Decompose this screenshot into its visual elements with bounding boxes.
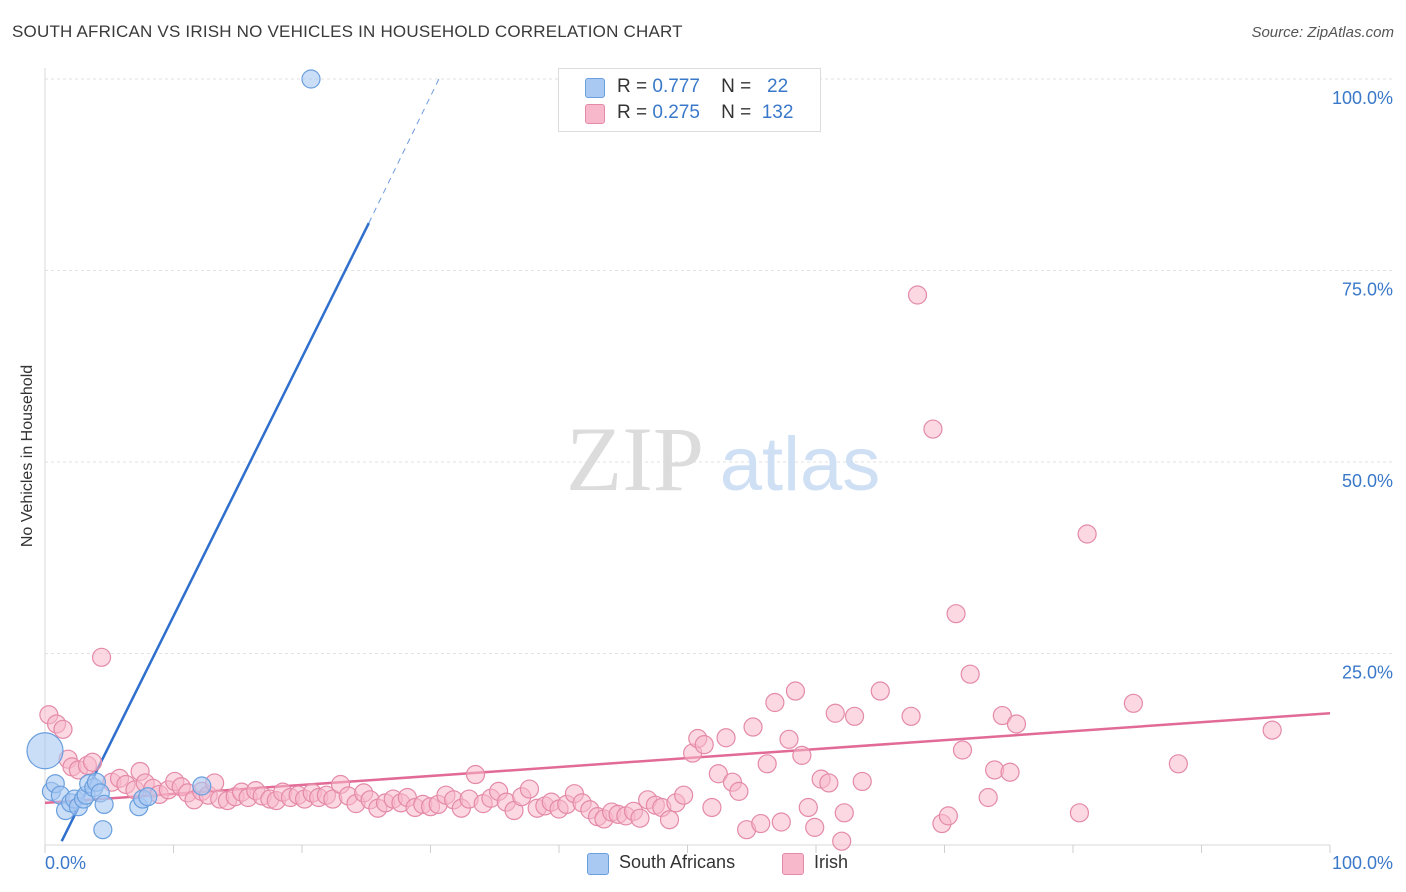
irish-point [630,808,650,828]
irish-point [901,706,921,726]
irish-point [825,703,845,723]
irish-point [852,771,872,792]
irish-point [519,779,540,799]
legend-swatch-irish [585,104,605,124]
correlation-legend: R = 0.777 N = 22 R = 0.275 N = 132 [558,68,821,132]
legend-swatch-south-africans [585,78,605,98]
bottom-legend-swatch-irish [782,853,804,875]
south-african-point [93,820,113,840]
y-tick-label: 25.0% [1342,663,1393,683]
irish-point [82,752,103,772]
x-tick-labels: 0.0% 100.0% [45,853,1393,873]
irish-point [702,797,722,818]
irish-point [792,745,812,765]
irish-point [805,817,825,837]
irish-point [91,647,112,667]
legend-r-label: R = [617,76,648,97]
irish-point [743,717,763,737]
irish-point [978,787,998,808]
south-african-trend-extension [368,74,442,224]
south-african-point [94,794,114,815]
irish-point [659,810,680,830]
y-tick-label: 100.0% [1332,88,1393,108]
irish-point [952,740,973,760]
bottom-legend-label-south-africans: South Africans [619,852,736,872]
legend-r-label: R = [617,102,648,123]
y-tick-labels: 25.0% 50.0% 75.0% 100.0% [1332,88,1393,683]
irish-point [870,681,890,701]
irish-point [992,705,1012,726]
y-tick-label: 75.0% [1342,280,1393,300]
irish-point [1000,762,1020,782]
irish-point [1123,693,1143,713]
legend-n-label: N = [721,102,752,123]
watermark-atlas: atlas [720,422,881,507]
legend-n-label: N = [721,76,752,97]
irish-point [765,692,785,713]
irish-point [834,803,854,823]
legend-r-value: 0.777 [652,76,700,97]
south-african-trend-line [60,222,370,842]
irish-point [1069,803,1090,823]
irish-point [819,773,839,793]
irish-point [798,797,818,818]
irish-point [938,806,958,826]
irish-point [907,285,928,305]
irish-point [1262,720,1282,740]
legend-r-value: 0.275 [652,102,700,123]
irish-point [674,785,694,805]
irish-point [1168,754,1188,774]
grid-lines [45,78,1392,654]
x-tick-label: 100.0% [1332,853,1393,873]
source-credit: Source: ZipAtlas.com [1251,24,1394,41]
bottom-legend-swatch-south-africans [587,853,609,875]
irish-point [53,719,73,739]
irish-points [39,285,1282,851]
irish-point [771,812,791,832]
south-african-points [26,69,321,840]
irish-point [946,604,966,624]
irish-point [1077,524,1097,544]
bottom-legend-label-irish: Irish [814,852,849,872]
irish-point [716,728,736,748]
watermark-zip: ZIP [566,408,704,510]
irish-point [785,681,806,701]
irish-point [779,729,799,749]
south-african-point [138,787,158,807]
irish-point [1006,714,1027,734]
irish-point [694,735,714,755]
irish-point [729,781,749,801]
irish-point [844,706,865,726]
south-african-point [26,732,64,770]
irish-point [923,419,943,439]
x-tick-label: 0.0% [45,853,86,873]
south-african-point [192,776,212,796]
legend-n-value: 132 [761,102,794,123]
irish-point [960,664,980,684]
irish-point [708,764,728,784]
y-tick-label: 50.0% [1342,471,1393,491]
irish-point [757,754,777,774]
legend-n-value: 22 [767,76,789,97]
irish-point [751,813,771,834]
watermark: ZIP atlas [566,408,880,510]
irish-point [832,831,852,851]
south-african-point [301,69,321,89]
irish-point [465,764,486,785]
chart-title: SOUTH AFRICAN VS IRISH NO VEHICLES IN HO… [12,22,683,41]
